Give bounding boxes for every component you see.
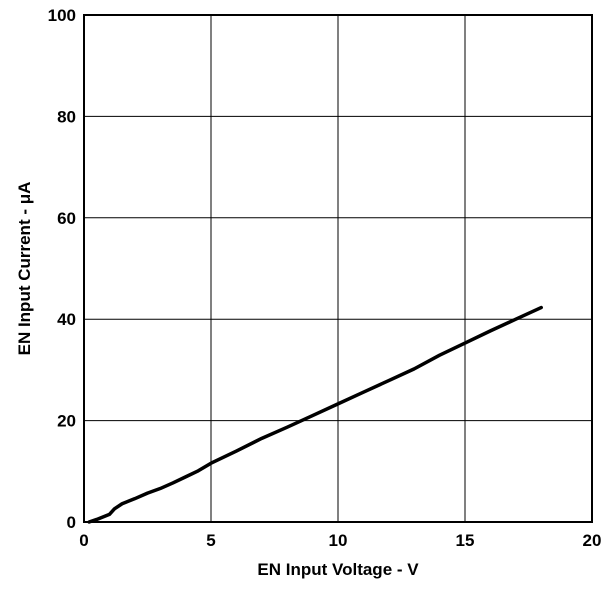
x-axis-label: EN Input Voltage - V <box>257 560 419 579</box>
x-tick-labels: 0 5 10 15 20 <box>79 531 601 550</box>
x-tick-label: 15 <box>456 531 475 550</box>
x-tick-label: 0 <box>79 531 88 550</box>
y-tick-label: 100 <box>48 6 76 25</box>
y-tick-label: 60 <box>57 209 76 228</box>
x-tick-label: 20 <box>583 531 602 550</box>
y-tick-label: 20 <box>57 412 76 431</box>
y-axis-label: EN Input Current - μA <box>15 182 34 356</box>
x-tick-label: 10 <box>329 531 348 550</box>
series-layer <box>87 305 543 524</box>
y-tick-label: 80 <box>57 107 76 126</box>
series-line-0 <box>87 305 543 524</box>
grid-lines <box>84 15 592 522</box>
y-tick-label: 0 <box>67 513 76 532</box>
plot-frame <box>83 14 593 523</box>
y-tick-label: 40 <box>57 310 76 329</box>
y-tick-labels: 0 20 40 60 80 100 <box>48 6 76 532</box>
x-tick-label: 5 <box>206 531 215 550</box>
